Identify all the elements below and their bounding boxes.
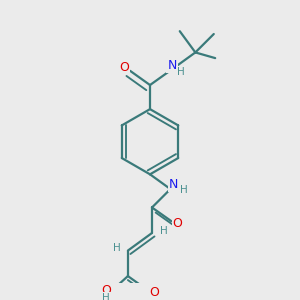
Text: H: H <box>177 67 184 77</box>
Text: O: O <box>119 61 129 74</box>
Text: H: H <box>102 292 110 300</box>
Text: N: N <box>167 59 177 72</box>
Text: O: O <box>101 284 111 297</box>
Text: H: H <box>113 243 121 253</box>
Text: N: N <box>169 178 178 191</box>
Text: H: H <box>180 184 188 195</box>
Text: H: H <box>160 226 168 236</box>
Text: O: O <box>149 286 159 299</box>
Text: O: O <box>172 218 182 230</box>
